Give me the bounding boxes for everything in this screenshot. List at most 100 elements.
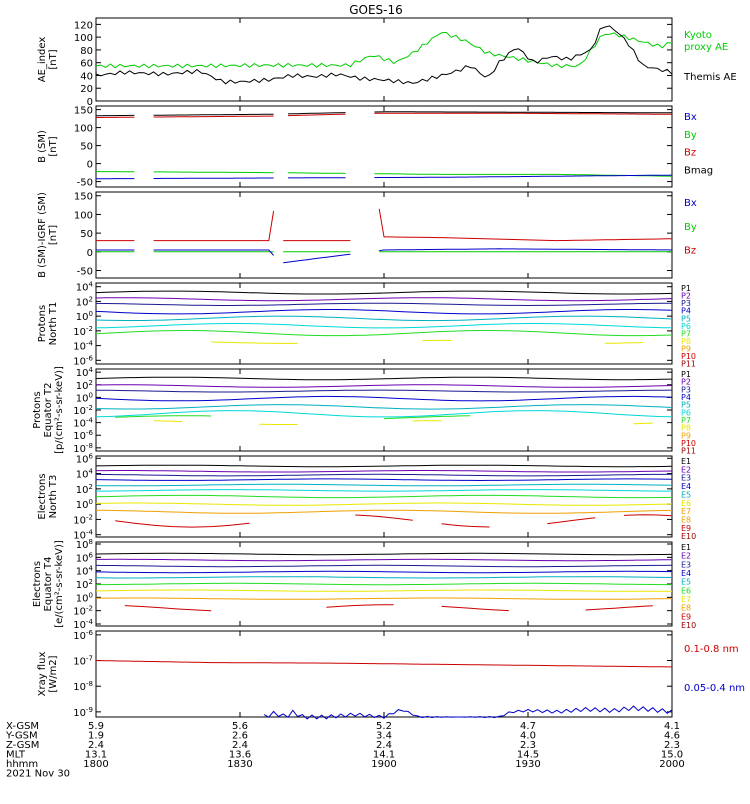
- footer-value: 15.0: [661, 750, 683, 761]
- y-tick-label: 102: [76, 295, 93, 308]
- legend-label: P3: [681, 385, 691, 394]
- legend-label: By: [684, 130, 697, 141]
- series-line-e5: [95, 576, 673, 579]
- series-line-p8: [211, 339, 644, 344]
- legend-label: P8: [681, 424, 691, 433]
- y-tick-label: 10-2: [73, 513, 93, 526]
- y-tick-label: 106: [76, 551, 94, 564]
- legend-label: 0.1-0.8 nm: [684, 644, 739, 655]
- y-tick-label: 104: [76, 366, 94, 379]
- y-axis-label: Protons: [32, 391, 43, 428]
- legend-label: E10: [681, 621, 696, 630]
- panel-frame: [95, 282, 673, 365]
- y-axis-label: Electrons: [32, 561, 43, 607]
- series-line-e1: [95, 552, 673, 556]
- panel-3: 150 100 50 0 -50 B (SM)-IGRF (SM) [nT] Bx By Bz: [37, 191, 697, 279]
- series-line-p8: [153, 420, 653, 425]
- legend-label: P2: [681, 378, 691, 387]
- y-tick-label: 102: [76, 379, 93, 392]
- y-tick-label: 0: [87, 160, 93, 171]
- panel-2: 150 100 50 0 -50 B (SM) [nT] Bx By Bz Bmag: [37, 105, 713, 189]
- series-line-kyoto-proxy-ae: [95, 31, 673, 69]
- y-tick-label: 104: [76, 281, 94, 294]
- footer-row-label: 2021 Nov 30: [6, 769, 70, 780]
- y-tick-label: 10-8: [73, 680, 93, 693]
- series-line-bz: [96, 112, 672, 118]
- y-axis-label: Equator T4: [43, 557, 54, 612]
- series-line-e10: [115, 514, 673, 528]
- footer-value: 14.5: [517, 750, 539, 761]
- y-tick-label: 0: [87, 248, 93, 259]
- y-axis-label: North T3: [48, 475, 59, 519]
- y-tick-label: 10-8: [73, 442, 93, 455]
- series-line-p6: [95, 410, 673, 418]
- legend-label: P11: [681, 360, 696, 369]
- legend-label: P1: [681, 370, 691, 379]
- legend-label: E6: [681, 586, 691, 595]
- footer-value: 4.1: [664, 721, 680, 732]
- legend-label: E2: [681, 465, 691, 474]
- legend-label: By: [684, 222, 697, 233]
- legend-label: E8: [681, 604, 691, 613]
- legend-label: P6: [681, 322, 691, 331]
- footer-value: 13.6: [229, 750, 251, 761]
- legend-label: P8: [681, 337, 691, 346]
- legend-label: E4: [681, 569, 691, 578]
- series-line-p5: [95, 404, 673, 410]
- legend-label: E7: [681, 595, 691, 604]
- legend-label: E1: [681, 543, 691, 552]
- legend-label: P6: [681, 408, 691, 417]
- y-tick-label: 100: [76, 310, 93, 323]
- footer-value: 1830: [227, 759, 252, 770]
- legend-label: Kyoto: [684, 30, 712, 41]
- series-line-e7: [95, 589, 672, 592]
- legend-label: E5: [681, 578, 691, 587]
- y-tick-label: 100: [74, 124, 93, 135]
- legend-label: E4: [681, 482, 691, 491]
- legend-label: Bmag: [684, 165, 713, 176]
- legend-label: E7: [681, 507, 691, 516]
- footer-value: 1.9: [88, 731, 104, 742]
- y-tick-label: 10-7: [73, 655, 93, 668]
- y-tick-label: 10-9: [73, 706, 93, 719]
- footer-value: 3.4: [376, 731, 392, 742]
- series-line-p3: [95, 389, 673, 393]
- footer-value: 1930: [515, 759, 540, 770]
- legend-label: E6: [681, 499, 691, 508]
- y-axis-label: [nT]: [48, 225, 59, 245]
- legend-label: P2: [681, 292, 691, 301]
- footer-row-label: MLT: [6, 750, 26, 761]
- y-tick-label: -50: [77, 178, 93, 189]
- series-line-p5: [95, 315, 673, 322]
- y-tick-label: 10-2: [73, 404, 93, 417]
- legend-label: E5: [681, 490, 691, 499]
- y-tick-label: 100: [76, 498, 93, 511]
- legend-label: P5: [681, 401, 691, 410]
- legend-label: Bx: [684, 198, 697, 209]
- y-tick-label: 50: [80, 229, 93, 240]
- y-axis-label: B (SM): [37, 130, 48, 163]
- y-axis-label: B (SM)-IGRF (SM): [37, 192, 48, 278]
- legend-label: E1: [681, 457, 691, 466]
- legend-label: P4: [681, 393, 691, 402]
- series-line-e6: [96, 582, 672, 586]
- series-line-p2: [95, 384, 673, 388]
- y-tick-label: 100: [74, 210, 93, 221]
- series-line-p4: [95, 395, 673, 402]
- legend-label: P10: [681, 352, 696, 361]
- y-axis-label: [e/(cm²-s-sr-keV)]: [54, 540, 65, 628]
- y-tick-label: -50: [77, 267, 93, 278]
- series-line-by: [95, 171, 673, 177]
- legend-label: E2: [681, 552, 691, 561]
- y-axis-label: [nT]: [48, 49, 59, 69]
- y-tick-label: 100: [74, 33, 93, 44]
- y-axis-label: Electrons: [37, 473, 48, 519]
- series-line-themis-ae: [95, 25, 673, 85]
- series-line-e4: [95, 570, 673, 574]
- legend-label: E9: [681, 524, 691, 533]
- series-line-bx: [96, 248, 673, 264]
- y-axis-label: Protons: [37, 305, 48, 342]
